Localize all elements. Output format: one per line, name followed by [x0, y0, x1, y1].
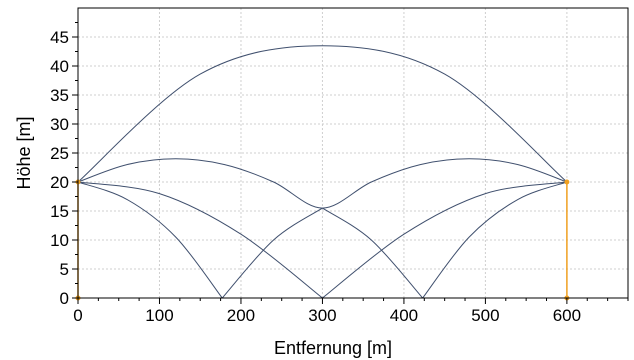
trajectory-line-8 [422, 181, 568, 299]
y-tick-label: 15 [50, 202, 69, 221]
trajectory-line-4 [77, 181, 323, 299]
x-tick-label: 200 [227, 306, 255, 325]
trajectory-line-5 [221, 207, 323, 299]
x-tick-label: 300 [308, 306, 336, 325]
y-tick-label: 35 [50, 86, 69, 105]
axis-ticks [72, 22, 629, 304]
y-tick-label: 20 [50, 173, 69, 192]
x-tick-label: 0 [73, 306, 82, 325]
grid [78, 8, 628, 298]
marker-point [564, 179, 570, 185]
trajectory-line-7 [322, 181, 567, 299]
y-tick-labels: 0 5 10 15 20 25 30 35 40 45 [50, 28, 69, 308]
curves [77, 45, 568, 299]
y-tick-label: 25 [50, 144, 69, 163]
y-tick-label: 40 [50, 57, 69, 76]
x-axis-title: Entfernung [m] [274, 338, 392, 358]
x-tick-labels: 0 100 200 300 400 500 600 [73, 306, 581, 325]
trajectory-line-6 [322, 207, 424, 299]
x-tick-label: 600 [553, 306, 581, 325]
y-axis-title: Höhe [m] [14, 116, 34, 189]
trajectory-line-1 [77, 45, 568, 183]
y-tick-label: 0 [60, 289, 69, 308]
x-tick-label: 400 [390, 306, 418, 325]
x-tick-label: 100 [145, 306, 173, 325]
plot-frame [77, 7, 629, 299]
trajectory-line-3 [77, 181, 223, 299]
y-tick-label: 5 [60, 260, 69, 279]
y-tick-label: 45 [50, 28, 69, 47]
y-tick-label: 10 [50, 231, 69, 250]
y-tick-label: 30 [50, 115, 69, 134]
x-tick-label: 500 [471, 306, 499, 325]
